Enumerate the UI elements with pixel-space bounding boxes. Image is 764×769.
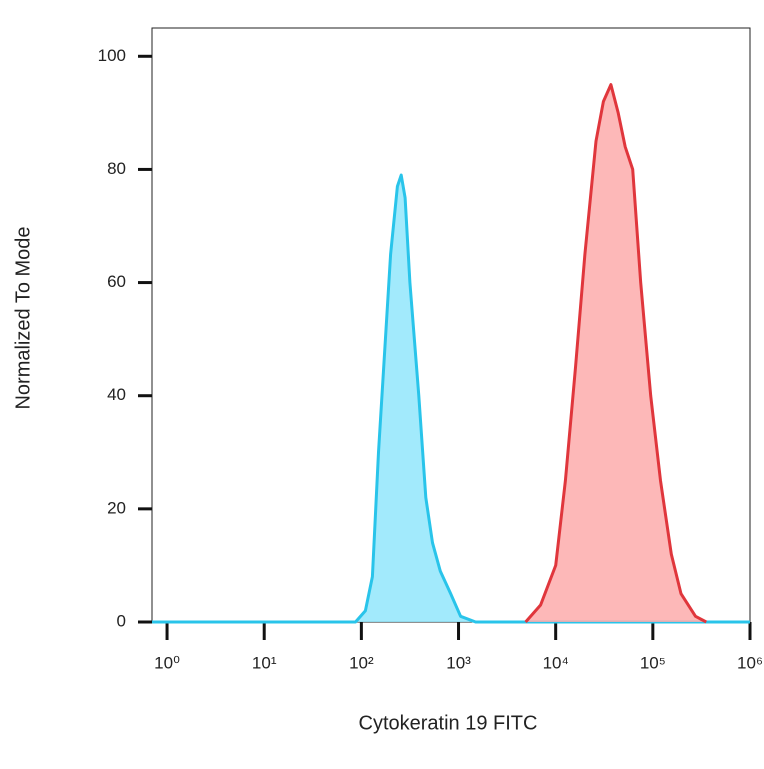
- x-tick-label: 10⁴: [543, 653, 569, 672]
- y-tick-label: 20: [107, 498, 126, 517]
- y-tick-label: 40: [107, 385, 126, 404]
- area-line: [524, 83, 708, 624]
- x-tick-label: 10³: [446, 653, 471, 672]
- y-tick-label: 100: [98, 46, 126, 65]
- y-axis-label: Normalized To Mode: [12, 226, 34, 409]
- x-tick-label: 10²: [349, 653, 374, 672]
- x-tick-label: 10⁰: [154, 653, 180, 672]
- y-tick-label: 80: [107, 159, 126, 178]
- y-tick-label: 0: [117, 611, 126, 630]
- x-tick-label: 10⁶: [737, 653, 763, 672]
- x-tick-label: 10⁵: [640, 653, 666, 672]
- y-tick-label: 60: [107, 272, 126, 291]
- x-tick-label: 10¹: [252, 653, 277, 672]
- x-axis-label: Cytokeratin 19 FITC: [359, 712, 538, 734]
- area-line: [152, 173, 750, 624]
- area-fill: [525, 84, 707, 623]
